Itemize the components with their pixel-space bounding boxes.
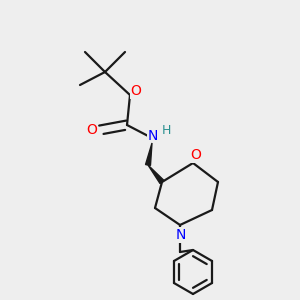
Text: H: H [161,124,171,136]
Text: O: O [87,123,98,137]
Polygon shape [146,143,152,165]
Text: N: N [148,129,158,143]
Text: O: O [130,84,141,98]
Text: O: O [190,148,201,162]
Text: N: N [176,228,186,242]
Polygon shape [148,165,164,184]
